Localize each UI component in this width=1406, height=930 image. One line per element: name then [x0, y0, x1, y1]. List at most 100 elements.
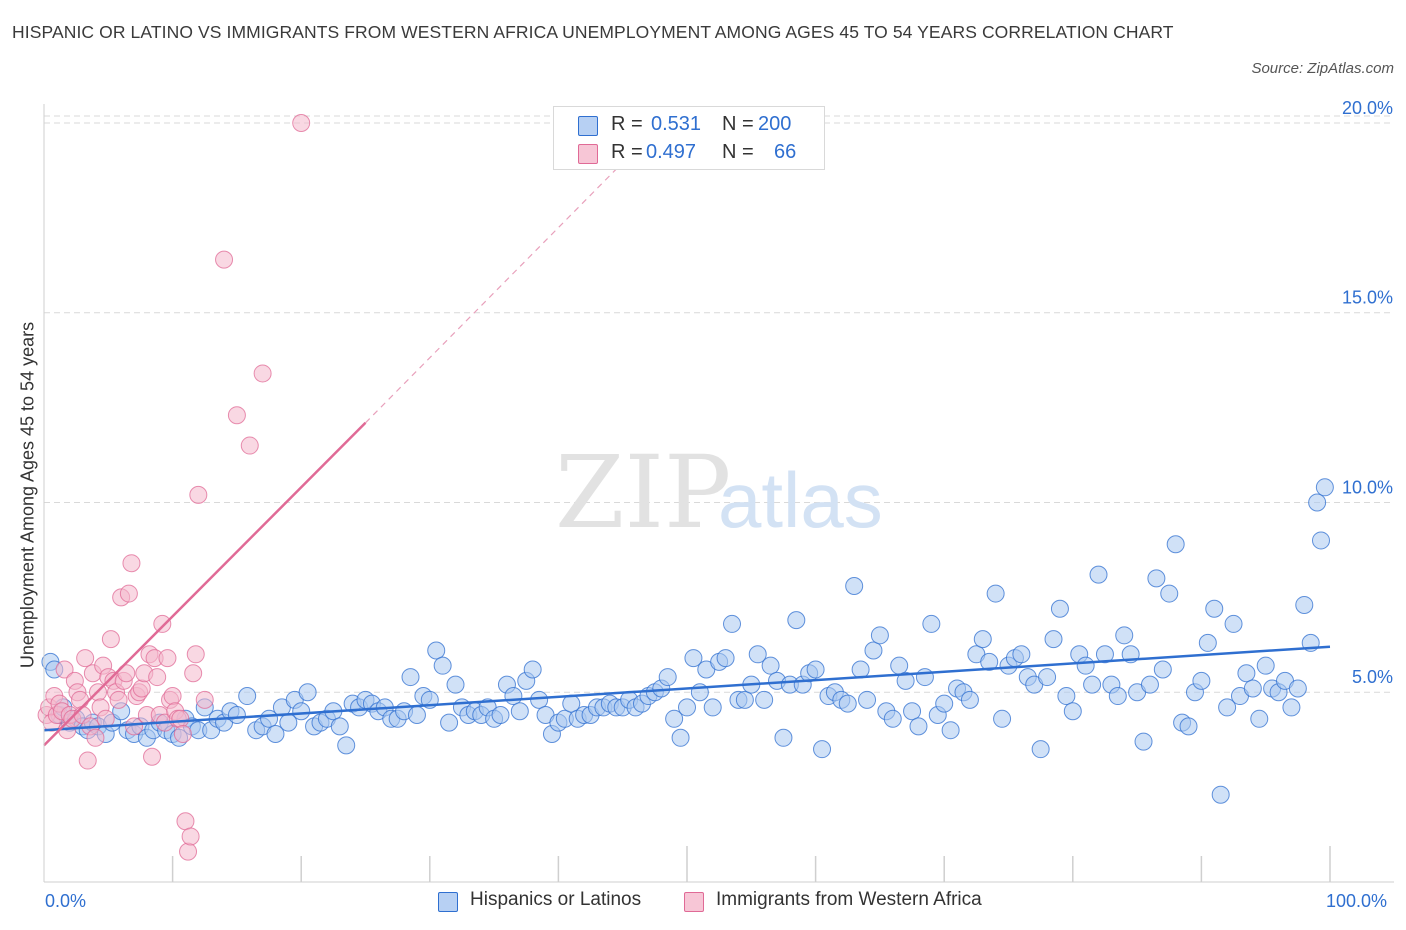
watermark: ZIP atlas [555, 434, 883, 551]
data-point-hispanic [1288, 679, 1307, 698]
data-point-western-africa [122, 554, 141, 573]
legend-row-western-africa: R = 0.497 N = 66 [554, 139, 824, 167]
legend-n-value: 66 [774, 141, 797, 163]
data-point-hispanic [851, 660, 870, 679]
data-point-hispanic [896, 671, 915, 690]
data-point-hispanic [755, 690, 774, 709]
y-tick-label: 5.0% [1352, 667, 1393, 687]
data-point-hispanic [935, 694, 954, 713]
data-point-western-africa [184, 664, 203, 683]
data-point-western-africa [55, 660, 74, 679]
trendline-extension-western-africa [365, 149, 636, 424]
data-point-hispanic [1038, 668, 1057, 687]
legend-swatch-blue [578, 116, 598, 136]
data-point-hispanic [1147, 569, 1166, 588]
data-point-hispanic [941, 721, 960, 740]
data-point-hispanic [1140, 675, 1159, 694]
data-point-western-africa [189, 485, 208, 504]
data-point-hispanic [1311, 531, 1330, 550]
data-point-hispanic [960, 690, 979, 709]
data-point-western-africa [76, 649, 95, 668]
data-point-western-africa [179, 842, 198, 861]
correlation-legend: R = 0.531 N = 200 R = 0.497 N = 66 [553, 106, 825, 170]
source-label: Source: ZipAtlas.com [1251, 60, 1394, 77]
data-point-hispanic [266, 724, 285, 743]
data-point-hispanic [684, 649, 703, 668]
data-point-western-africa [171, 709, 190, 728]
data-point-hispanic [446, 675, 465, 694]
data-point-hispanic [433, 656, 452, 675]
data-point-hispanic [401, 668, 420, 687]
legend-r-value: 0.497 [646, 141, 697, 163]
data-point-hispanic [1315, 478, 1334, 497]
data-point-hispanic [1134, 732, 1153, 751]
y-tick-label: 20.0% [1342, 98, 1393, 118]
data-point-western-africa [117, 664, 136, 683]
data-point-hispanic [440, 713, 459, 732]
data-point-hispanic [491, 706, 510, 725]
data-point-hispanic [510, 702, 529, 721]
data-point-western-africa [195, 690, 214, 709]
data-point-western-africa [109, 690, 128, 709]
data-point-hispanic [530, 690, 549, 709]
data-point-western-africa [240, 436, 259, 455]
data-point-western-africa [163, 687, 182, 706]
data-point-hispanic [845, 576, 864, 595]
data-point-hispanic [523, 660, 542, 679]
data-point-hispanic [735, 690, 754, 709]
data-point-hispanic [292, 702, 311, 721]
chart-title: HISPANIC OR LATINO VS IMMIGRANTS FROM WE… [12, 22, 1174, 42]
data-point-hispanic [1115, 626, 1134, 645]
data-point-hispanic [787, 611, 806, 630]
data-point-western-africa [253, 364, 272, 383]
data-point-hispanic [986, 584, 1005, 603]
data-point-hispanic [973, 630, 992, 649]
watermark-zip: ZIP [555, 434, 731, 551]
data-point-western-africa [71, 690, 90, 709]
data-point-hispanic [671, 728, 690, 747]
data-point-hispanic [1192, 671, 1211, 690]
data-point-hispanic [993, 709, 1012, 728]
data-point-hispanic [1211, 785, 1230, 804]
data-point-hispanic [1282, 698, 1301, 717]
data-point-hispanic [1095, 645, 1114, 664]
axis-layer: 5.0% 10.0% 15.0% 20.0% [43, 98, 1394, 883]
data-point-hispanic [922, 614, 941, 633]
data-point-hispanic [337, 736, 356, 755]
data-point-hispanic [1256, 656, 1275, 675]
data-point-hispanic [1089, 565, 1108, 584]
data-point-western-africa [215, 250, 234, 269]
data-point-western-africa [186, 645, 205, 664]
data-point-hispanic [1166, 535, 1185, 554]
data-point-western-africa [86, 728, 105, 747]
data-point-hispanic [407, 706, 426, 725]
data-point-western-africa [125, 717, 144, 736]
data-point-hispanic [1224, 614, 1243, 633]
data-point-hispanic [1050, 599, 1069, 618]
data-point-hispanic [1250, 709, 1269, 728]
grid-layer [44, 115, 1394, 693]
data-point-hispanic [1218, 698, 1237, 717]
data-point-hispanic [864, 641, 883, 660]
data-point-western-africa [227, 406, 246, 425]
points-layer [37, 113, 1334, 861]
y-tick-label: 15.0% [1342, 288, 1393, 308]
data-point-hispanic [870, 626, 889, 645]
data-point-western-africa [153, 614, 172, 633]
trendline-western-africa [43, 421, 367, 747]
legend-r-value: 0.531 [651, 113, 702, 135]
data-point-western-africa [181, 827, 200, 846]
data-point-western-africa [101, 630, 120, 649]
data-point-hispanic [330, 717, 349, 736]
trend-layer [43, 149, 1331, 747]
data-point-hispanic [1044, 630, 1063, 649]
data-point-hispanic [723, 614, 742, 633]
data-point-hispanic [665, 709, 684, 728]
data-point-hispanic [238, 687, 257, 706]
data-point-hispanic [298, 683, 317, 702]
legend-n-value: 200 [758, 113, 792, 135]
data-point-western-africa [143, 747, 162, 766]
data-point-western-africa [158, 649, 177, 668]
data-point-western-africa [176, 812, 195, 831]
legend-row-hispanic: R = 0.531 N = 200 [554, 111, 824, 139]
